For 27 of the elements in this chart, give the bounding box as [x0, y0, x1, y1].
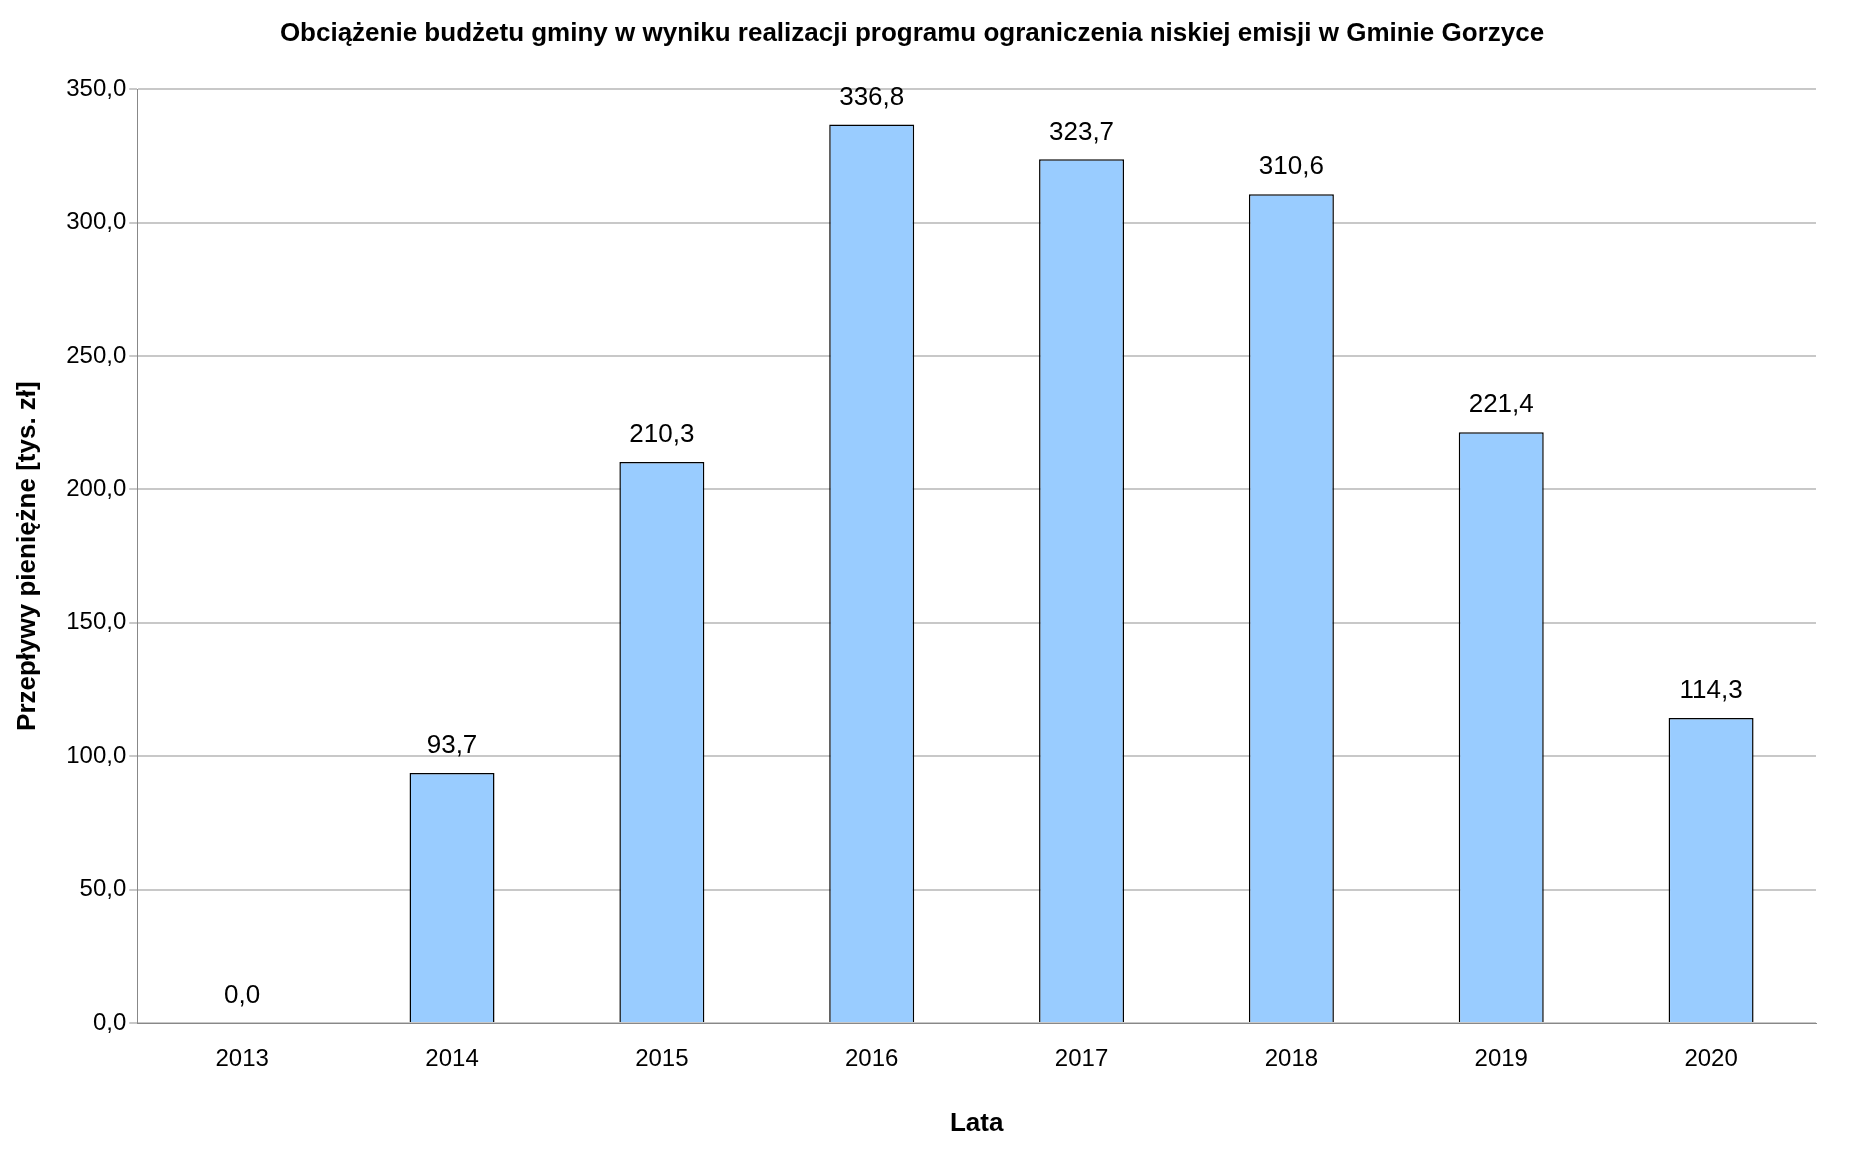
data-label: 221,4	[1468, 388, 1534, 419]
x-tick-label: 2013	[215, 1044, 269, 1072]
x-tick-label: 2020	[1684, 1044, 1738, 1072]
data-label: 336,8	[839, 80, 905, 111]
data-label: 323,7	[1049, 115, 1115, 146]
y-tick-label: 350,0	[66, 73, 127, 101]
y-tick-label: 100,0	[66, 740, 127, 768]
y-tick-label: 300,0	[66, 207, 127, 235]
x-tick-label: 2015	[635, 1044, 689, 1072]
data-label: 114,3	[1679, 674, 1743, 705]
y-tick-label: 200,0	[66, 474, 127, 502]
y-tick-label: 150,0	[66, 607, 127, 635]
y-tick-label: 50,0	[79, 874, 127, 902]
y-tick-label: 0,0	[92, 1007, 127, 1035]
x-tick-label: 2016	[845, 1044, 899, 1072]
x-tick-label: 2018	[1264, 1044, 1319, 1072]
chart-title: Obciążenie budżetu gminy w wyniku realizacji programu ograniczenia niskiej emisji w Gminie Gorzyce	[279, 16, 1545, 47]
data-label: 210,3	[629, 418, 695, 449]
x-tick-label: 2019	[1474, 1044, 1528, 1072]
x-axis-title: Lata	[949, 1106, 1004, 1137]
data-label: 93,7	[426, 729, 478, 760]
x-tick-label: 2017	[1054, 1044, 1109, 1072]
y-tick-label: 250,0	[66, 340, 127, 368]
y-axis-title: Przepływy pieniężne [tys. zł]	[10, 381, 41, 731]
data-label: 310,6	[1258, 150, 1324, 181]
data-label: 0,0	[224, 979, 261, 1010]
x-tick-label: 2014	[425, 1044, 479, 1072]
